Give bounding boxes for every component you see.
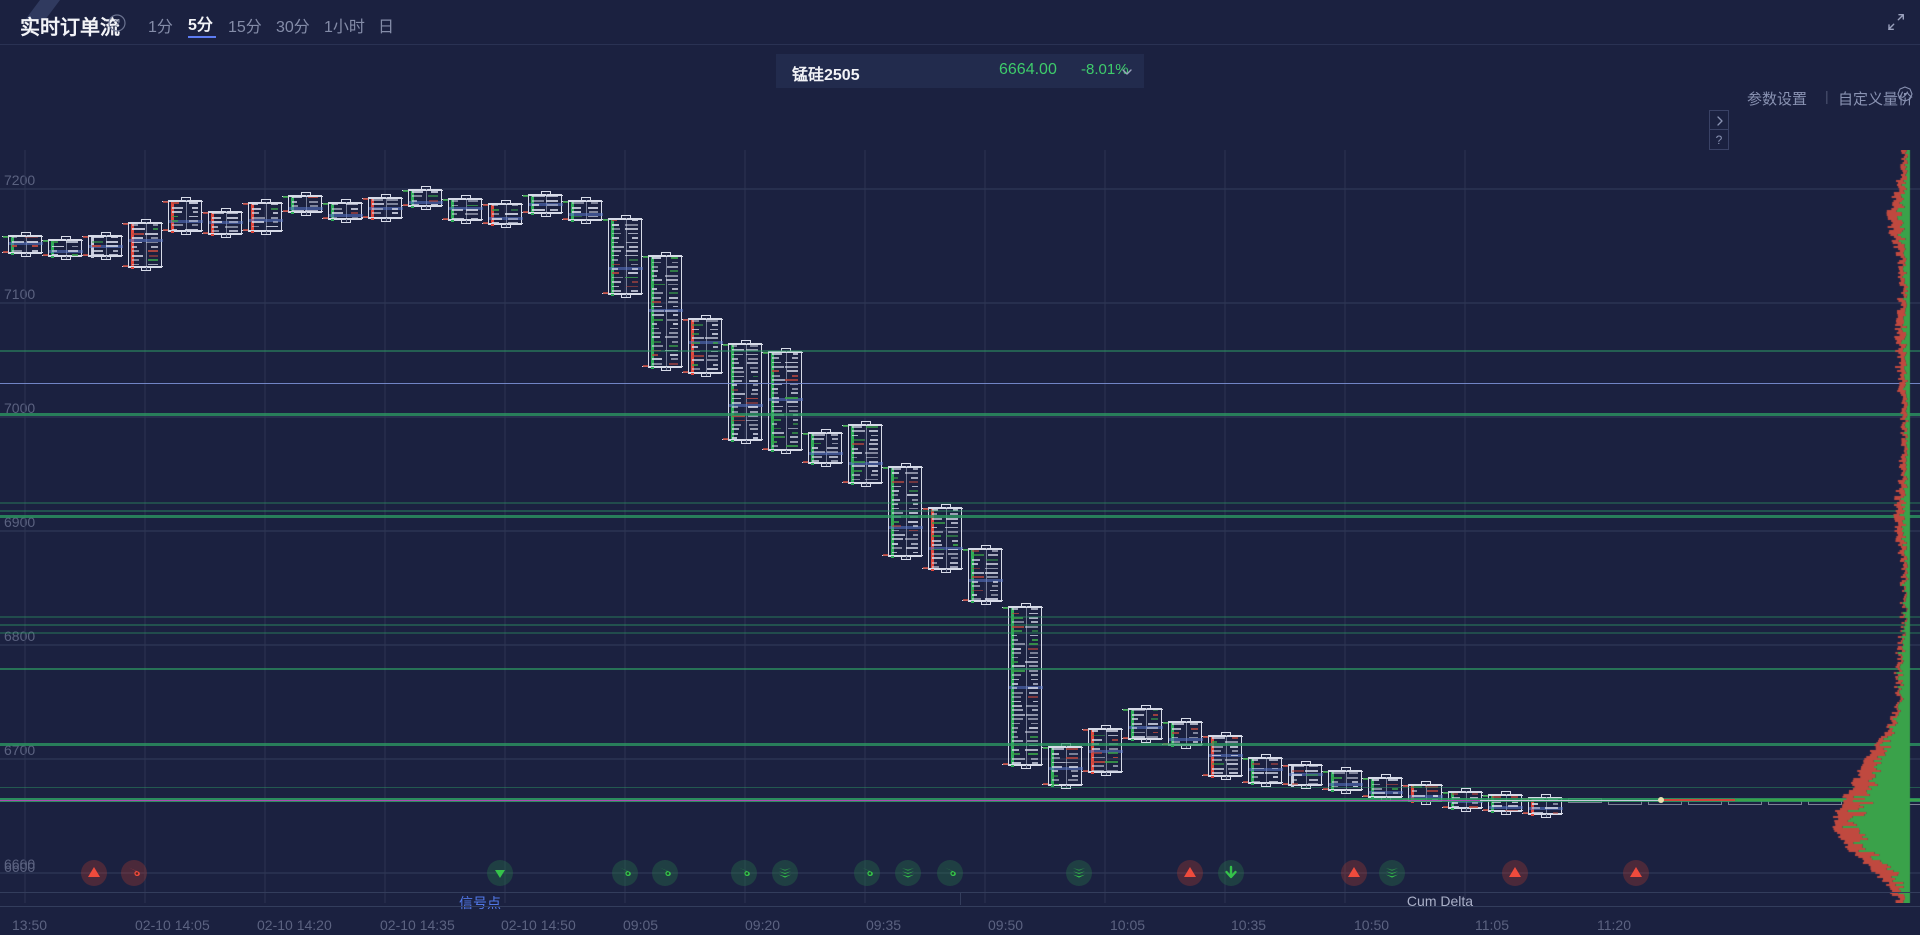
svg-text:6800: 6800: [4, 628, 35, 644]
svg-text:7100: 7100: [4, 286, 35, 302]
svg-text:7200: 7200: [4, 172, 35, 188]
svg-text:?: ?: [114, 18, 120, 30]
